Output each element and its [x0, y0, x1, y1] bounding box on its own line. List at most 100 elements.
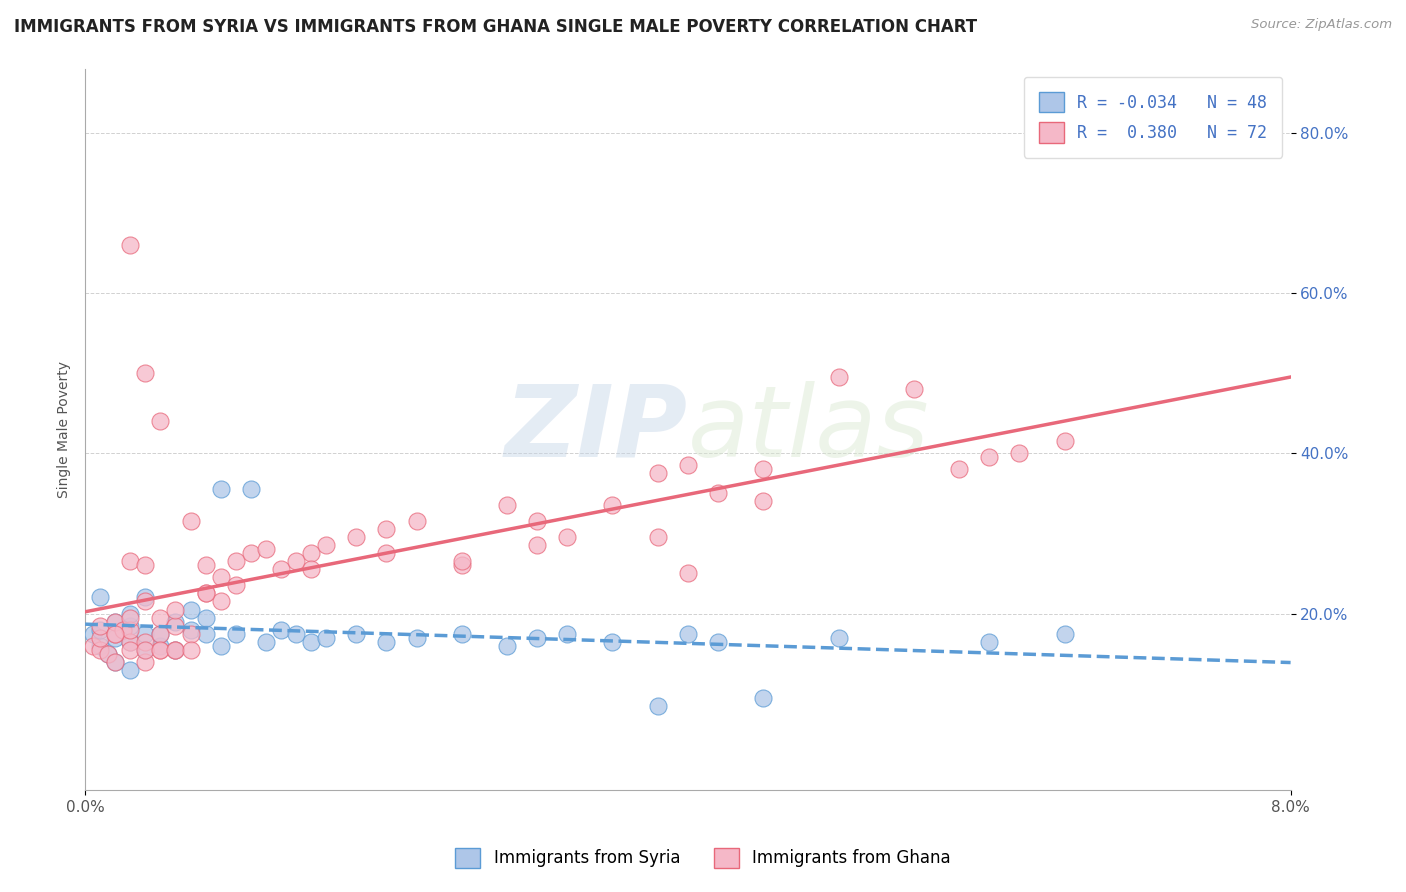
- Point: [120, 554, 142, 568]
- Point: [180, 623, 202, 637]
- Point: [285, 626, 308, 640]
- Point: [647, 698, 669, 713]
- Point: [209, 639, 232, 653]
- Y-axis label: Single Male Poverty: Single Male Poverty: [58, 360, 72, 498]
- Point: [526, 514, 548, 528]
- Point: [315, 538, 337, 552]
- Point: [299, 634, 322, 648]
- Point: [225, 626, 247, 640]
- Point: [120, 634, 142, 648]
- Point: [1053, 626, 1076, 640]
- Point: [647, 530, 669, 544]
- Point: [239, 483, 262, 497]
- Point: [299, 562, 322, 576]
- Point: [149, 626, 172, 640]
- Point: [149, 639, 172, 653]
- Point: [450, 626, 472, 640]
- Point: [104, 615, 127, 629]
- Text: Source: ZipAtlas.com: Source: ZipAtlas.com: [1251, 18, 1392, 31]
- Point: [194, 626, 217, 640]
- Point: [120, 634, 142, 648]
- Point: [752, 494, 775, 508]
- Point: [752, 690, 775, 705]
- Point: [194, 610, 217, 624]
- Point: [315, 631, 337, 645]
- Point: [405, 631, 427, 645]
- Point: [254, 542, 277, 557]
- Point: [496, 498, 519, 512]
- Point: [555, 530, 578, 544]
- Point: [1053, 434, 1076, 449]
- Point: [134, 366, 156, 380]
- Point: [526, 631, 548, 645]
- Text: ZIP: ZIP: [505, 381, 688, 478]
- Point: [149, 642, 172, 657]
- Point: [903, 382, 925, 396]
- Point: [134, 655, 156, 669]
- Point: [134, 591, 156, 605]
- Point: [209, 570, 232, 584]
- Point: [194, 586, 217, 600]
- Point: [134, 642, 156, 657]
- Point: [120, 623, 142, 637]
- Point: [270, 562, 292, 576]
- Point: [270, 623, 292, 637]
- Point: [104, 626, 127, 640]
- Point: [165, 615, 187, 629]
- Point: [134, 642, 156, 657]
- Point: [979, 634, 1001, 648]
- Point: [165, 642, 187, 657]
- Point: [165, 642, 187, 657]
- Text: IMMIGRANTS FROM SYRIA VS IMMIGRANTS FROM GHANA SINGLE MALE POVERTY CORRELATION C: IMMIGRANTS FROM SYRIA VS IMMIGRANTS FROM…: [14, 18, 977, 36]
- Point: [89, 591, 111, 605]
- Point: [375, 634, 398, 648]
- Point: [120, 663, 142, 677]
- Point: [180, 626, 202, 640]
- Point: [134, 626, 156, 640]
- Point: [299, 546, 322, 560]
- Point: [104, 631, 127, 645]
- Point: [82, 626, 104, 640]
- Text: atlas: atlas: [688, 381, 929, 478]
- Point: [111, 623, 134, 637]
- Point: [104, 655, 127, 669]
- Point: [89, 618, 111, 632]
- Point: [450, 558, 472, 573]
- Point: [120, 237, 142, 252]
- Point: [165, 618, 187, 632]
- Point: [97, 647, 120, 661]
- Legend: R = -0.034   N = 48, R =  0.380   N = 72: R = -0.034 N = 48, R = 0.380 N = 72: [1024, 77, 1282, 158]
- Point: [111, 623, 134, 637]
- Point: [344, 530, 367, 544]
- Point: [225, 554, 247, 568]
- Point: [134, 594, 156, 608]
- Point: [149, 414, 172, 428]
- Point: [180, 514, 202, 528]
- Point: [89, 639, 111, 653]
- Point: [120, 642, 142, 657]
- Point: [285, 554, 308, 568]
- Point: [104, 615, 127, 629]
- Point: [134, 558, 156, 573]
- Point: [149, 610, 172, 624]
- Point: [194, 558, 217, 573]
- Point: [344, 626, 367, 640]
- Point: [647, 467, 669, 481]
- Point: [1008, 446, 1031, 460]
- Point: [602, 498, 624, 512]
- Point: [165, 642, 187, 657]
- Point: [104, 626, 127, 640]
- Point: [526, 538, 548, 552]
- Point: [375, 546, 398, 560]
- Point: [89, 642, 111, 657]
- Point: [89, 623, 111, 637]
- Point: [120, 618, 142, 632]
- Point: [676, 566, 699, 581]
- Point: [707, 486, 730, 500]
- Point: [165, 602, 187, 616]
- Point: [979, 450, 1001, 465]
- Point: [827, 631, 849, 645]
- Point: [676, 458, 699, 473]
- Point: [676, 626, 699, 640]
- Point: [149, 626, 172, 640]
